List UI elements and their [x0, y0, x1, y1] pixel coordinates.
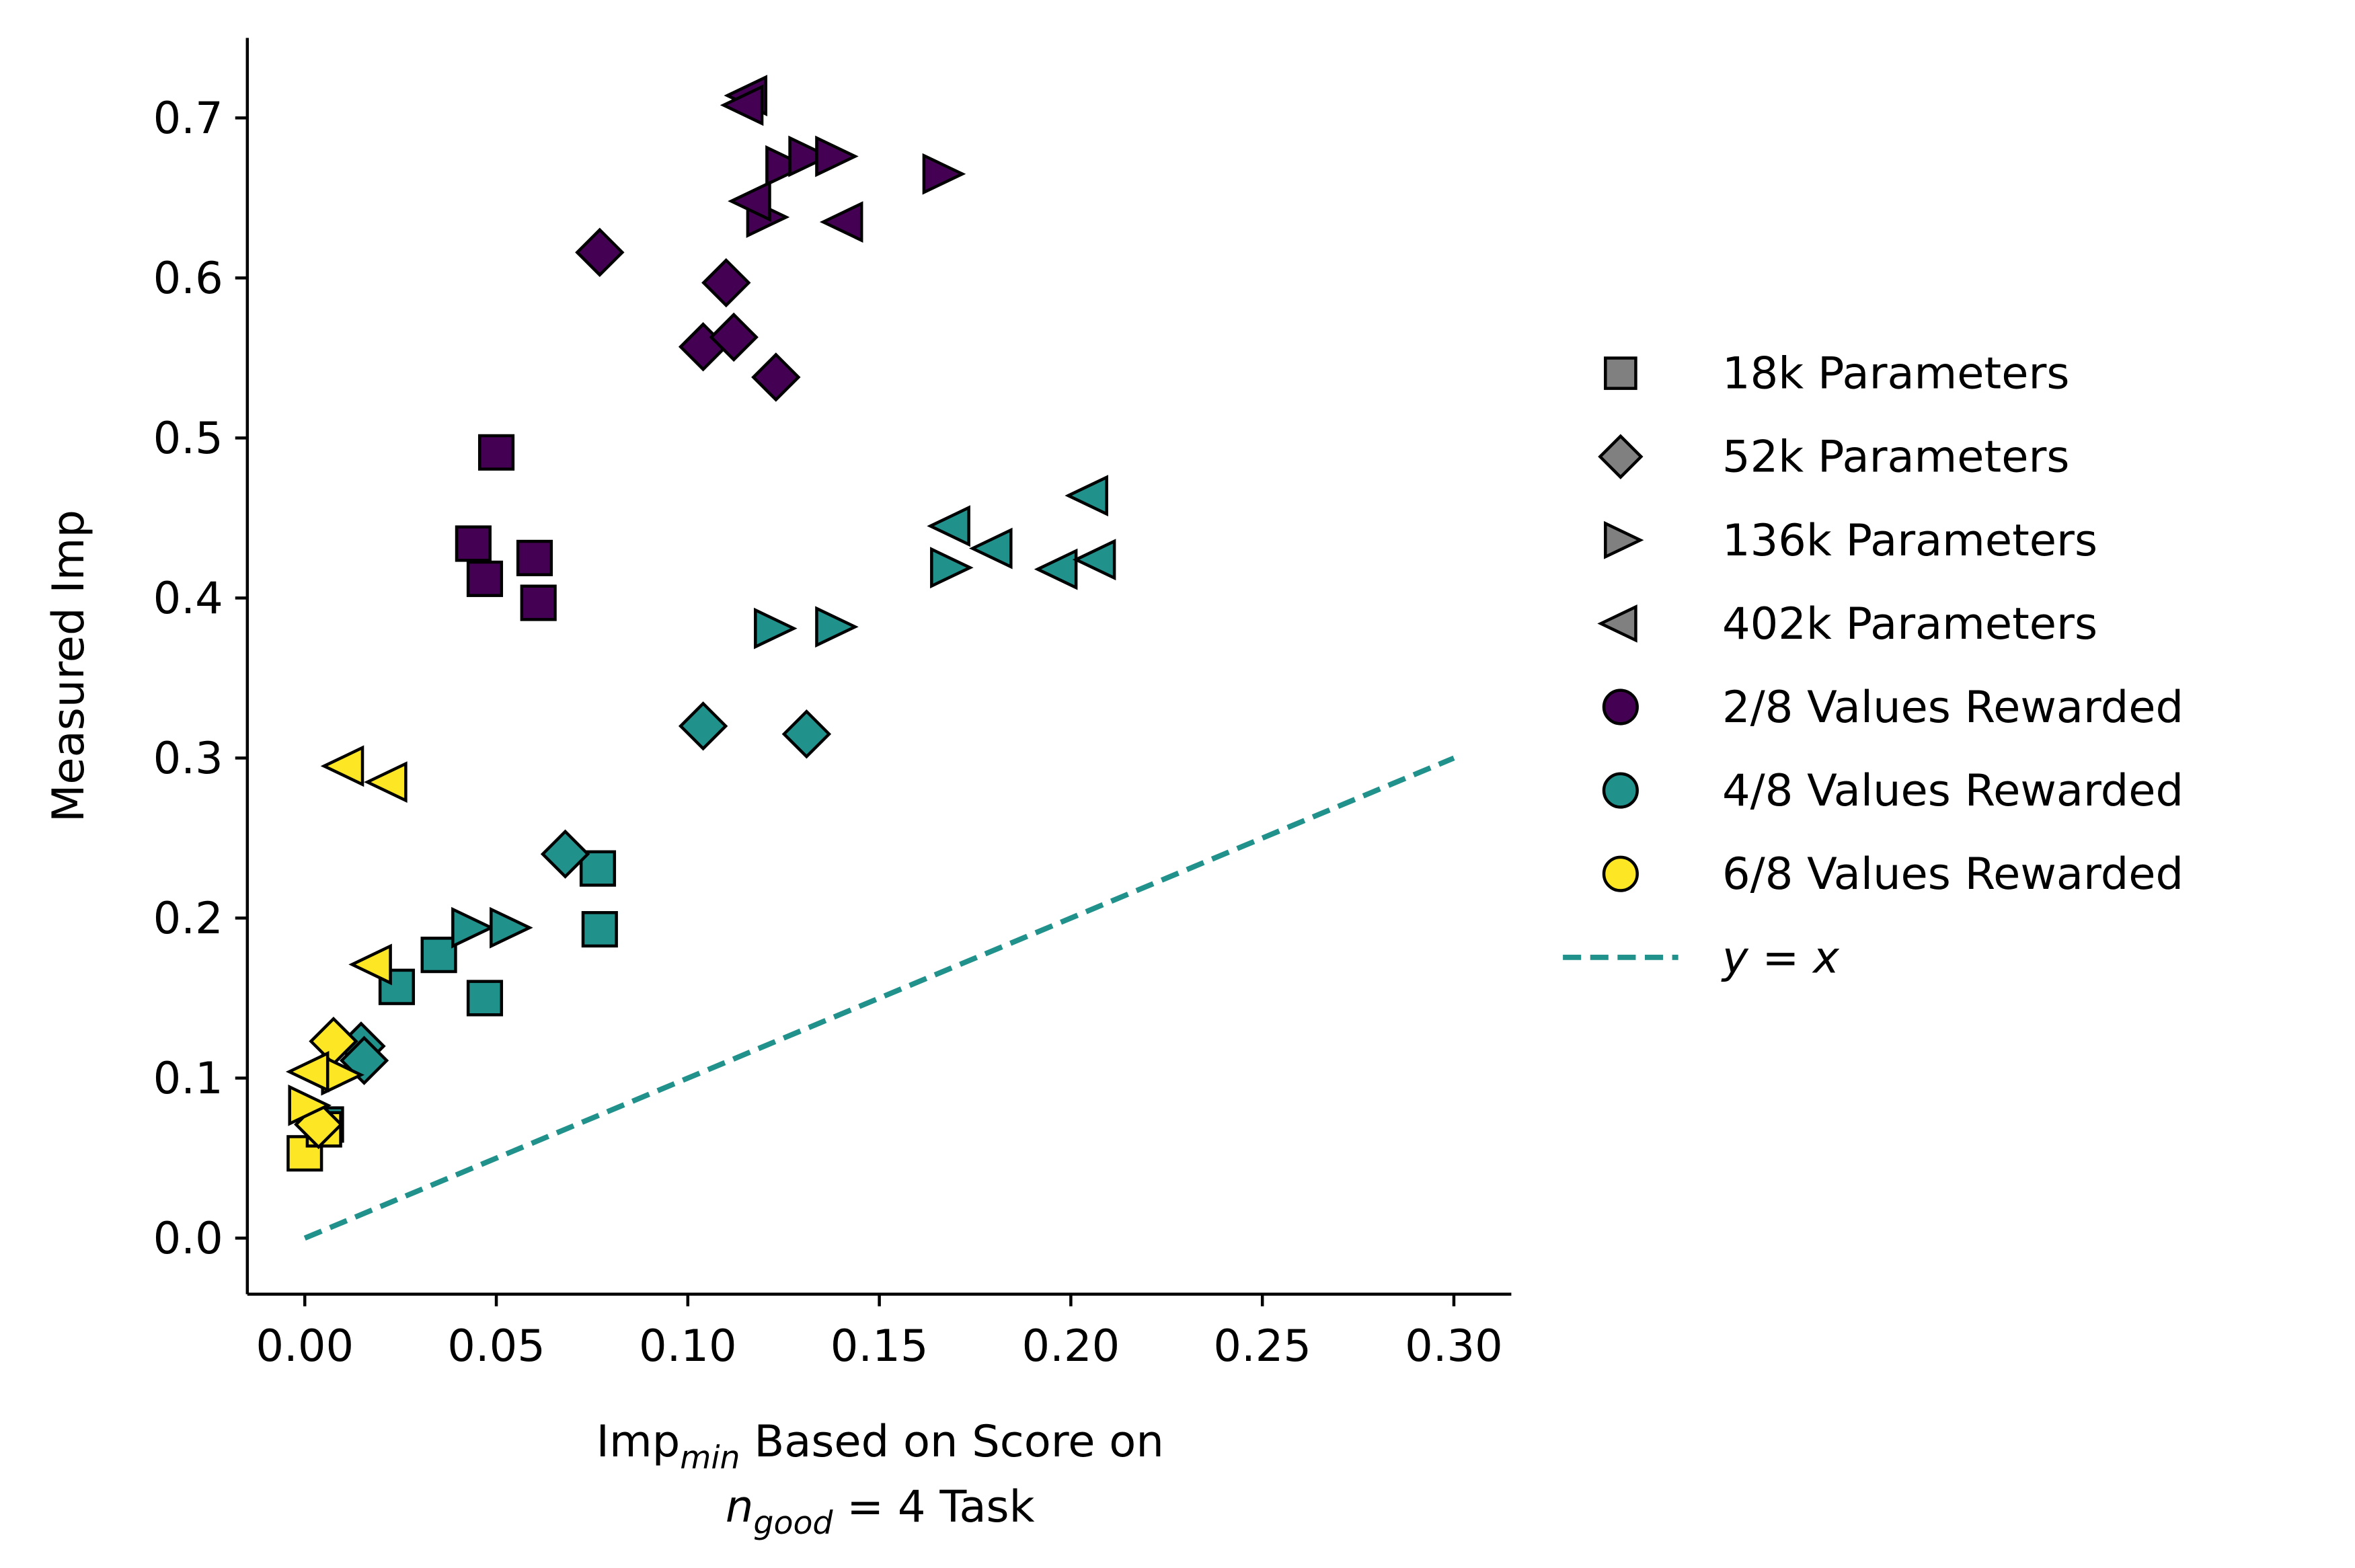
point [364, 761, 408, 803]
legend-label: 52k Parameters [1722, 432, 2069, 483]
point [720, 84, 764, 126]
y-tick-label: 0.3 [153, 733, 223, 784]
point [477, 434, 515, 471]
legend-marker [1602, 772, 1639, 809]
x-tick-label: 0.25 [1213, 1321, 1311, 1372]
legend-label-part: y [1721, 932, 1749, 983]
point [788, 135, 832, 178]
y-tick-label: 0.0 [153, 1213, 223, 1264]
x-label-subscript: good [753, 1505, 833, 1542]
point [1072, 539, 1116, 581]
point [466, 980, 504, 1017]
point [288, 1084, 332, 1126]
point [540, 829, 590, 879]
point [781, 709, 832, 759]
point [520, 584, 557, 621]
point [922, 153, 966, 195]
y-tick-label: 0.1 [153, 1053, 223, 1104]
x-tick-label: 0.00 [256, 1321, 354, 1372]
point [320, 745, 364, 787]
y-tick-label: 0.2 [153, 893, 223, 944]
legend-marker [1602, 855, 1639, 892]
y-tick-label: 0.5 [153, 413, 223, 464]
point [420, 937, 457, 974]
point [1034, 548, 1078, 590]
x-axis-label: ngood = 4 Task [726, 1481, 1035, 1542]
reference-line [303, 755, 1455, 1241]
point [815, 135, 859, 178]
point [678, 701, 728, 751]
point [709, 312, 759, 362]
legend-label: 136k Parameters [1722, 515, 2097, 566]
x-label-subscript: min [680, 1440, 740, 1477]
point [815, 606, 859, 648]
x-label-text: n [726, 1481, 753, 1532]
legend-marker [1598, 434, 1644, 479]
y-tick-label: 0.4 [153, 573, 223, 624]
x-tick-label: 0.15 [831, 1321, 929, 1372]
y-tick-label: 0.6 [153, 253, 223, 304]
legend-label: 2/8 Values Rewarded [1722, 682, 2184, 733]
y-tick-label: 0.7 [153, 93, 223, 144]
point [968, 527, 1013, 570]
point [819, 201, 863, 243]
legend-label: 4/8 Values Rewarded [1722, 765, 2184, 816]
x-label-text: Based on Score on [740, 1416, 1164, 1467]
legend-marker [1597, 604, 1637, 643]
point [754, 607, 798, 650]
legend-label-part: x [1812, 932, 1840, 983]
point [581, 910, 618, 948]
point [930, 547, 974, 589]
x-label-text: = 4 Task [833, 1481, 1035, 1532]
x-tick-label: 0.30 [1405, 1321, 1503, 1372]
point [575, 227, 625, 278]
point [490, 906, 533, 949]
legend-marker [1604, 356, 1637, 390]
point [466, 560, 504, 597]
point [927, 505, 970, 547]
point [701, 258, 751, 308]
legend-label: 6/8 Values Rewarded [1722, 849, 2184, 900]
point [728, 180, 771, 223]
point [579, 850, 617, 887]
x-tick-label: 0.05 [447, 1321, 545, 1372]
legend-label: y = x [1721, 932, 1840, 983]
y-axis-label: Measured Imp [43, 510, 94, 822]
x-tick-label: 0.10 [639, 1321, 737, 1372]
point [285, 1051, 330, 1093]
legend-label: 402k Parameters [1722, 598, 2097, 650]
x-tick-label: 0.20 [1022, 1321, 1120, 1372]
point [455, 525, 492, 562]
x-label-text: Imp [596, 1416, 681, 1467]
point [516, 539, 553, 576]
legend-marker [1604, 520, 1644, 559]
legend-label-part: = [1748, 932, 1813, 983]
legend-marker [1602, 689, 1639, 726]
point [751, 352, 801, 402]
legend-label: 18k Parameters [1722, 348, 2069, 399]
point [765, 145, 809, 187]
point [451, 906, 495, 949]
point [348, 943, 392, 986]
point [1065, 475, 1108, 516]
x-axis-label: Impmin Based on Score on [596, 1416, 1164, 1477]
